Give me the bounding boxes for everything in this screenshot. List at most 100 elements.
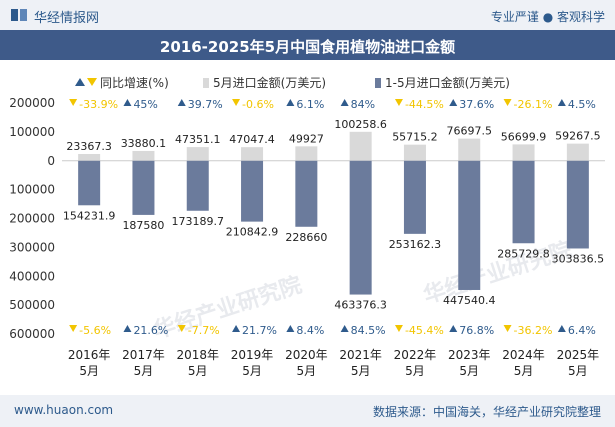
yoy-value: 4.5% bbox=[568, 98, 596, 111]
may-value-label: 55715.2 bbox=[392, 131, 438, 144]
legend-may-label: 5月进口金额(万美元) bbox=[213, 75, 326, 90]
down-triangle-icon bbox=[394, 99, 403, 106]
yoy-value: -26.1% bbox=[514, 98, 553, 111]
y-tick-label: 500000 bbox=[9, 298, 55, 312]
may-yoy: 37.6% bbox=[449, 98, 494, 111]
may-value-label: 23367.3 bbox=[66, 140, 112, 153]
may-value-label: 33880.1 bbox=[121, 137, 167, 150]
cumulative-import-bar bbox=[349, 160, 372, 295]
may-value-label: 100258.6 bbox=[334, 118, 387, 131]
up-triangle-icon bbox=[123, 325, 132, 332]
may-import-bar bbox=[566, 143, 589, 161]
may-import-bar bbox=[403, 144, 426, 161]
cumulative-yoy: 76.8% bbox=[449, 324, 494, 337]
x-tick-label-month: 5月 bbox=[514, 364, 534, 378]
legend-yoy-label: 同比增速(%) bbox=[100, 76, 169, 90]
y-tick-label: 300000 bbox=[9, 240, 55, 254]
tagline: 专业严谨 ● 客观科学 bbox=[490, 10, 605, 24]
x-tick-label-month: 5月 bbox=[568, 364, 588, 378]
down-triangle-icon bbox=[503, 325, 512, 332]
down-triangle-icon bbox=[69, 325, 78, 332]
x-tick-label-month: 5月 bbox=[297, 364, 317, 378]
top-bar: 华经情报网 专业严谨 ● 客观科学 bbox=[0, 0, 615, 30]
legend-cumulative-swatch bbox=[375, 78, 381, 88]
x-tick-label-month: 5月 bbox=[188, 364, 208, 378]
up-triangle-icon bbox=[340, 99, 349, 106]
x-tick-label-year: 2020年 bbox=[285, 348, 328, 362]
up-triangle-icon bbox=[449, 99, 458, 106]
y-tick-label: 100000 bbox=[9, 125, 55, 139]
up-triangle-icon bbox=[177, 99, 186, 106]
up-triangle-icon bbox=[557, 99, 566, 106]
cumulative-yoy: -45.4% bbox=[394, 324, 444, 337]
x-tick-label-year: 2017年 bbox=[122, 348, 165, 362]
may-import-bar bbox=[458, 138, 481, 161]
cumulative-yoy: -5.6% bbox=[69, 324, 111, 337]
may-yoy: -33.9% bbox=[69, 98, 118, 111]
may-value-label: 76697.5 bbox=[447, 125, 493, 138]
may-yoy: 4.5% bbox=[557, 98, 596, 111]
may-yoy: -44.5% bbox=[394, 98, 444, 111]
x-tick-label-month: 5月 bbox=[459, 364, 479, 378]
x-tick-label-year: 2025年 bbox=[557, 348, 600, 362]
yoy-value: 6.4% bbox=[568, 324, 596, 337]
footer-bar bbox=[0, 395, 615, 427]
yoy-value: 6.1% bbox=[296, 98, 324, 111]
chart-title: 2016-2025年5月中国食用植物油进口金额 bbox=[159, 38, 456, 56]
cumulative-value-label: 228660 bbox=[285, 231, 327, 244]
yoy-value: 84% bbox=[351, 98, 375, 111]
may-import-bar bbox=[349, 131, 372, 161]
bars bbox=[78, 131, 589, 295]
yoy-value: 21.6% bbox=[133, 324, 168, 337]
may-import-bar bbox=[241, 147, 264, 161]
up-triangle-icon bbox=[286, 99, 295, 106]
x-tick-label-month: 5月 bbox=[134, 364, 154, 378]
up-triangle-icon bbox=[340, 325, 349, 332]
data-labels: 23367.3 154231.9 -33.9% -5.6% 33880.1 187580 4… bbox=[63, 98, 604, 337]
yoy-value: -36.2% bbox=[514, 324, 553, 337]
down-triangle-icon bbox=[232, 99, 241, 106]
y-tick-label: 400000 bbox=[9, 269, 55, 283]
brand-logo-icon bbox=[11, 9, 27, 21]
yoy-value: 76.8% bbox=[459, 324, 494, 337]
x-axis: 2016年 5月 2017年 5月 2018年 5月 2019年 5月 2020年 5月 2021年… bbox=[68, 348, 599, 378]
yoy-value: 39.7% bbox=[188, 98, 223, 111]
cumulative-import-bar bbox=[458, 160, 481, 290]
cumulative-value-label: 154231.9 bbox=[63, 209, 116, 222]
y-tick-label: 200000 bbox=[9, 212, 55, 226]
may-yoy: 84% bbox=[340, 98, 375, 111]
cumulative-value-label: 187580 bbox=[122, 219, 164, 232]
y-tick-label: 100000 bbox=[9, 183, 55, 197]
cumulative-yoy: 21.7% bbox=[232, 324, 277, 337]
title-bar bbox=[0, 30, 615, 60]
y-tick-label: 600000 bbox=[9, 327, 55, 341]
down-triangle-icon bbox=[503, 99, 512, 106]
legend-may-swatch bbox=[203, 78, 209, 88]
cumulative-value-label: 447540.4 bbox=[443, 294, 496, 307]
website-link[interactable]: www.huaon.com bbox=[14, 403, 114, 417]
legend-down-triangle-icon bbox=[87, 78, 97, 86]
yoy-value: -0.6% bbox=[242, 98, 274, 111]
brand-name: 华经情报网 bbox=[34, 11, 100, 26]
cumulative-import-bar bbox=[132, 160, 155, 215]
x-tick-label-month: 5月 bbox=[405, 364, 425, 378]
x-tick-label-year: 2022年 bbox=[394, 348, 437, 362]
may-value-label: 47047.4 bbox=[229, 133, 275, 146]
x-tick-label-year: 2019年 bbox=[231, 348, 274, 362]
data-source: 数据来源：中国海关，华经产业研究院整理 bbox=[372, 405, 601, 419]
yoy-value: -45.4% bbox=[405, 324, 444, 337]
cumulative-import-bar bbox=[186, 160, 209, 211]
legend-cumulative-label: 1-5月进口金额(万美元) bbox=[385, 75, 510, 90]
yoy-value: 84.5% bbox=[351, 324, 386, 337]
y-tick-label: 200000 bbox=[9, 96, 55, 110]
cumulative-value-label: 173189.7 bbox=[172, 215, 225, 228]
yoy-value: 21.7% bbox=[242, 324, 277, 337]
legend-up-triangle-icon bbox=[75, 78, 85, 86]
cumulative-value-label: 253162.3 bbox=[389, 238, 442, 251]
yoy-value: 37.6% bbox=[459, 98, 494, 111]
cumulative-yoy: 8.4% bbox=[286, 324, 324, 337]
cumulative-value-label: 303836.5 bbox=[552, 252, 605, 265]
may-yoy: -26.1% bbox=[503, 98, 553, 111]
cumulative-yoy: 21.6% bbox=[123, 324, 168, 337]
cumulative-import-bar bbox=[241, 160, 264, 222]
